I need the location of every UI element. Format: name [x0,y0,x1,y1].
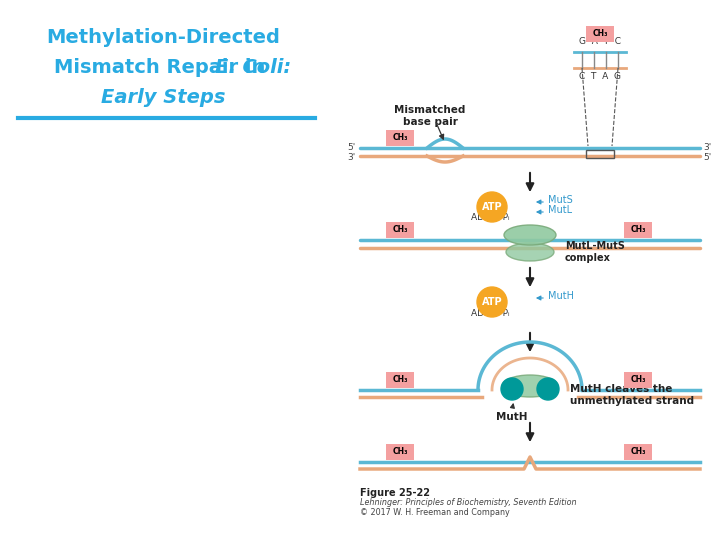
FancyBboxPatch shape [386,222,414,238]
Text: G  A  T  C: G A T C [579,37,621,46]
FancyBboxPatch shape [386,372,414,388]
Text: CH₃: CH₃ [630,375,646,384]
Text: MutH cleaves the
unmethylated strand: MutH cleaves the unmethylated strand [570,384,694,406]
Text: CH₃: CH₃ [392,448,408,456]
Circle shape [477,287,507,317]
Text: CH₃: CH₃ [630,448,646,456]
Circle shape [537,378,559,400]
Text: Mismatch Repair in: Mismatch Repair in [54,58,272,77]
Text: MutH: MutH [496,412,528,422]
FancyBboxPatch shape [624,372,652,388]
Text: ADP + Pᵢ: ADP + Pᵢ [472,308,510,318]
FancyBboxPatch shape [386,444,414,460]
FancyBboxPatch shape [624,222,652,238]
Text: © 2017 W. H. Freeman and Company: © 2017 W. H. Freeman and Company [360,508,510,517]
Text: ADP + Pᵢ: ADP + Pᵢ [472,213,510,222]
Text: ATP: ATP [482,202,503,212]
Circle shape [477,192,507,222]
Text: MutL-MutS
complex: MutL-MutS complex [565,241,625,263]
Circle shape [501,378,523,400]
Text: C  T  A  G: C T A G [579,72,621,81]
Text: Figure 25-22: Figure 25-22 [360,488,430,498]
Text: MutS: MutS [548,195,572,205]
Text: CH₃: CH₃ [392,133,408,143]
Text: 5': 5' [348,143,356,152]
Ellipse shape [506,243,554,261]
Text: 3': 3' [348,152,356,161]
Text: MutL: MutL [548,205,572,215]
Text: Early Steps: Early Steps [101,88,225,107]
Text: 5': 5' [703,152,711,161]
Text: E. Coli:: E. Coli: [215,58,291,77]
Text: Mismatched
base pair: Mismatched base pair [395,105,466,126]
Text: Methylation-Directed: Methylation-Directed [46,28,280,47]
Text: CH₃: CH₃ [593,30,608,38]
FancyBboxPatch shape [624,444,652,460]
FancyBboxPatch shape [586,26,614,42]
Ellipse shape [504,225,556,245]
Text: CH₃: CH₃ [392,226,408,234]
Text: 3': 3' [703,143,711,152]
Ellipse shape [502,375,558,397]
Text: CH₃: CH₃ [630,226,646,234]
Text: ATP: ATP [482,297,503,307]
Text: CH₃: CH₃ [392,375,408,384]
Text: MutH: MutH [548,291,574,301]
Text: Lehninger: Principles of Biochemistry, Seventh Edition: Lehninger: Principles of Biochemistry, S… [360,498,577,507]
FancyBboxPatch shape [386,130,414,146]
Bar [586,150,614,158]
